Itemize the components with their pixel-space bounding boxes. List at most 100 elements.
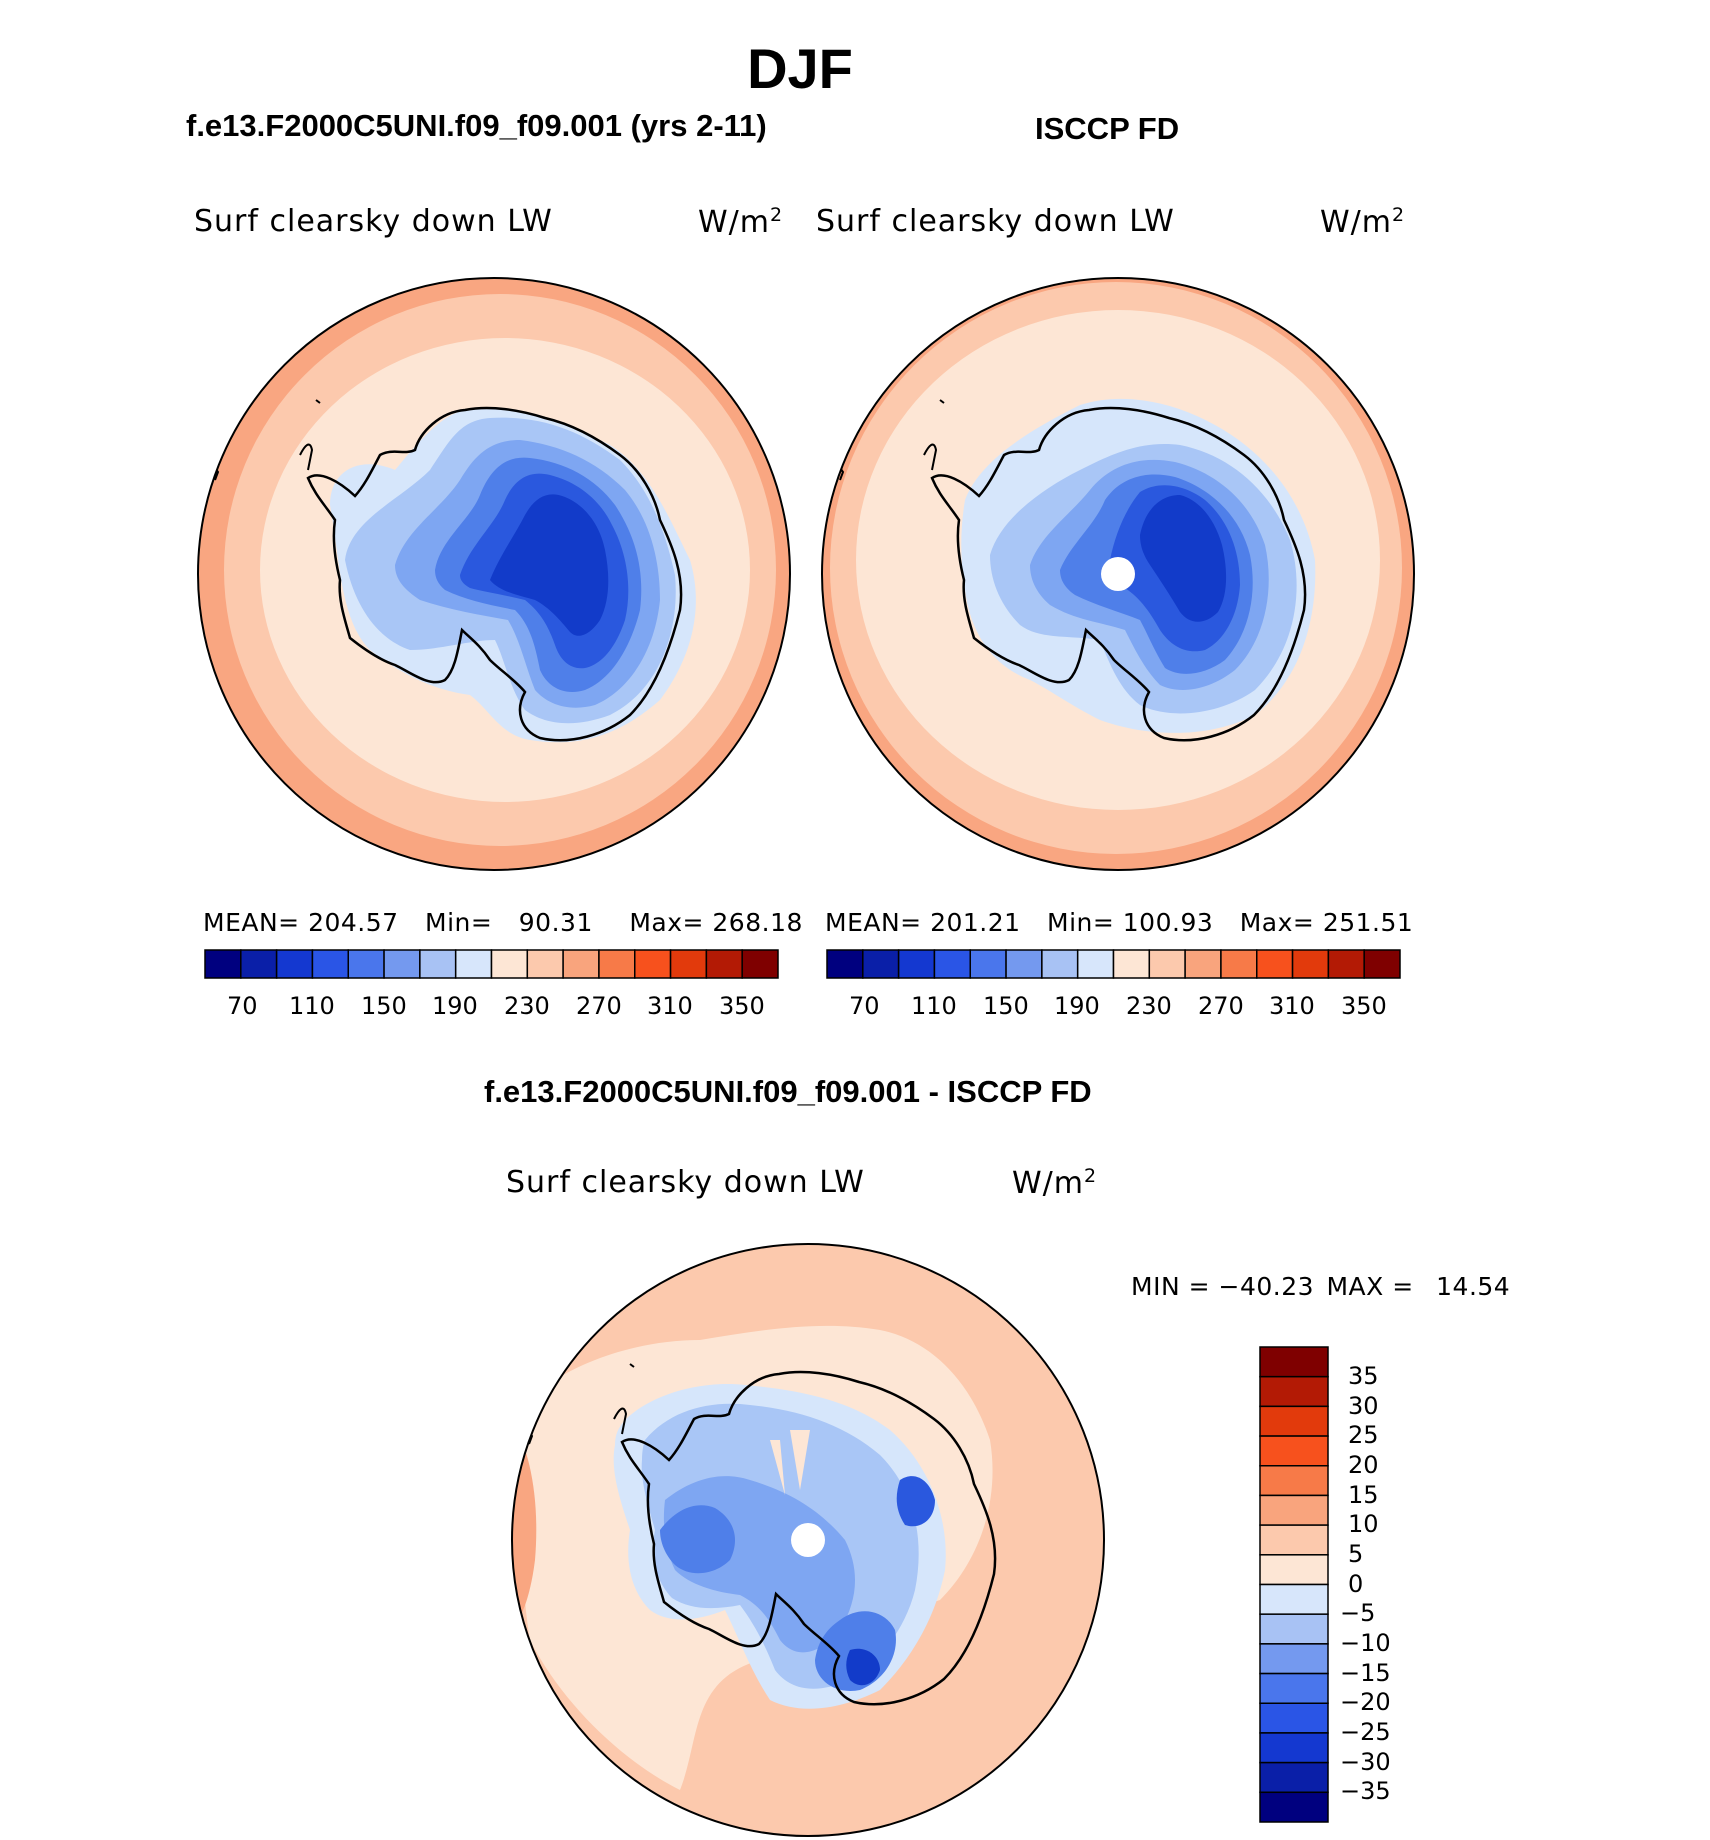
diff-contour-minus25 [846, 1648, 880, 1686]
model-colorbar-cell [741, 949, 779, 979]
diff-units: W/m2 [1012, 1165, 1097, 1201]
diff-contour-minus20 [896, 1476, 935, 1527]
obs-colorbar-cell [826, 949, 864, 979]
model-colorbar-cell [562, 949, 600, 979]
obs-case-title: ISCCP FD [1035, 111, 1180, 146]
obs-cbar-tick: 110 [911, 992, 957, 1020]
obs-colorbar-cell [1005, 949, 1043, 979]
model-mean-label: MEAN= [203, 908, 300, 937]
obs-colorbar-cell [862, 949, 900, 979]
obs-cbar-tick: 230 [1126, 992, 1172, 1020]
diff-cbar-tick: −25 [1340, 1718, 1391, 1746]
obs-colorbar-cell [1327, 949, 1365, 979]
diff-colorbar [1259, 1346, 1329, 1823]
obs-colorbar-cell [1148, 949, 1186, 979]
diff-stats: MIN = −40.23 MAX = 14.54 [1131, 1272, 1510, 1301]
diff-cbar-tick: −20 [1340, 1688, 1391, 1716]
diff-units-text: W/m [1012, 1166, 1084, 1201]
obs-polar-map [822, 278, 1414, 870]
model-cbar-tick: 110 [289, 992, 335, 1020]
model-colorbar-cell [526, 949, 564, 979]
diff-colorbar-cell [1259, 1672, 1329, 1704]
obs-colorbar [826, 949, 1401, 979]
model-colorbar-cell [347, 949, 385, 979]
diff-contour-minus15-a [660, 1505, 735, 1574]
diff-colorbar-cell [1259, 1761, 1329, 1794]
model-colorbar-cell [311, 949, 349, 979]
diff-colorbar-cell [1259, 1375, 1329, 1408]
model-contour-5 [490, 494, 609, 636]
diff-cbar-tick: 20 [1348, 1451, 1379, 1479]
model-var-label: Surf clearsky down LW [194, 204, 553, 239]
diff-colorbar-cell [1259, 1494, 1329, 1526]
diff-colorbar-cell [1259, 1465, 1329, 1497]
model-min-label: Min= [425, 908, 493, 937]
diff-colorbar-cell [1259, 1791, 1329, 1823]
diff-coastline [620, 1370, 997, 1706]
obs-map-border [821, 277, 1415, 871]
obs-mean-value: 201.21 [930, 908, 1021, 937]
diff-colorbar-cell [1259, 1613, 1329, 1645]
model-cbar-tick: 310 [647, 992, 693, 1020]
diff-cbar-tick: 25 [1348, 1421, 1379, 1449]
obs-contour-5 [1140, 495, 1227, 622]
model-cbar-tick: 70 [227, 992, 258, 1020]
model-cbar-tick: 350 [719, 992, 765, 1020]
diff-colorbar-cell [1259, 1583, 1329, 1615]
diff-peninsula-tip [613, 1407, 628, 1435]
diff-cbar-tick: −10 [1340, 1629, 1391, 1657]
obs-mean-label: MEAN= [825, 908, 922, 937]
diff-cbar-tick: 35 [1348, 1362, 1379, 1390]
diff-positive-streak-b [770, 1440, 785, 1495]
obs-cbar-tick: 350 [1341, 992, 1387, 1020]
diff-map-border [511, 1243, 1105, 1837]
model-colorbar-cell [705, 949, 743, 979]
model-colorbar-cell [419, 949, 457, 979]
diff-cbar-tick: 5 [1348, 1540, 1364, 1568]
model-min-value: 90.31 [518, 908, 593, 937]
model-stats: MEAN= 204.57 Min= 90.31 Max= 268.18 [203, 908, 803, 937]
model-colorbar-cell [598, 949, 636, 979]
model-cbar-tick: 150 [361, 992, 407, 1020]
diff-cbar-tick: 30 [1348, 1392, 1379, 1420]
diff-colorbar-cell [1259, 1702, 1329, 1734]
model-colorbar-cell [669, 949, 708, 979]
obs-colorbar-cell [1184, 949, 1222, 979]
model-colorbar-cell [490, 949, 529, 979]
diff-var-label: Surf clearsky down LW [506, 1165, 865, 1200]
obs-coastline [930, 406, 1307, 742]
model-colorbar-cell [204, 949, 242, 979]
diff-colorbar-cell [1259, 1524, 1329, 1556]
diff-max-label: MAX = [1326, 1272, 1414, 1301]
diff-positive-streak-a [790, 1430, 810, 1490]
obs-units: W/m2 [1320, 204, 1405, 240]
model-island [315, 399, 321, 404]
model-units-sup: 2 [770, 204, 784, 226]
diff-colorbar-cell [1259, 1346, 1329, 1378]
model-cbar-tick: 190 [432, 992, 478, 1020]
model-cbar-tick: 230 [504, 992, 550, 1020]
model-mean-value: 204.57 [308, 908, 399, 937]
obs-max-label: Max= [1239, 908, 1315, 937]
obs-units-text: W/m [1320, 205, 1392, 240]
diff-pole-hole [791, 1523, 825, 1557]
diff-cbar-tick: 0 [1348, 1570, 1364, 1598]
obs-cbar-tick: 270 [1198, 992, 1244, 1020]
model-case-title: f.e13.F2000C5UNI.f09_f09.001 (yrs 2-11) [186, 108, 767, 143]
diff-case-title: f.e13.F2000C5UNI.f09_f09.001 - ISCCP FD [484, 1074, 1092, 1109]
obs-island [939, 399, 945, 404]
obs-cbar-tick: 150 [983, 992, 1029, 1020]
obs-var-label: Surf clearsky down LW [816, 204, 1175, 239]
page-title: DJF [747, 37, 853, 100]
model-peninsula-tip [299, 443, 314, 471]
diff-min-label: MIN = [1131, 1272, 1211, 1301]
model-colorbar-cell [240, 949, 278, 979]
model-map-border [197, 277, 791, 871]
diff-cbar-tick: −30 [1340, 1748, 1391, 1776]
obs-colorbar-cell [1256, 949, 1294, 979]
diff-units-sup: 2 [1084, 1165, 1098, 1187]
diff-colorbar-cell [1259, 1405, 1329, 1437]
diff-cbar-tick: −5 [1340, 1599, 1376, 1627]
model-coastline [306, 406, 683, 742]
diff-colorbar-cell [1259, 1435, 1329, 1467]
